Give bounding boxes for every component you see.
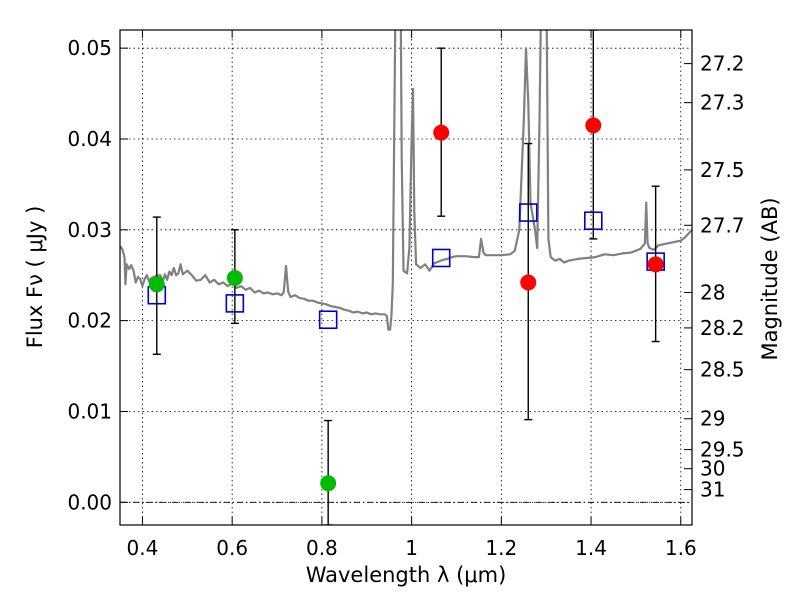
tick-labels: 0.4 0.6 0.8 1 1.2 1.4 1.6 0.00 0.01 0.02 0.03 0.04 0… (67, 36, 744, 560)
model-spectrum-line (120, 30, 692, 331)
observed-flux-point (148, 276, 165, 293)
y-tick-label: 0.05 (67, 36, 112, 60)
observed-flux-point (226, 269, 243, 286)
synthetic-flux-square (225, 294, 245, 313)
y2-tick-label: 28.2 (700, 316, 745, 340)
y2-tick-label: 27.3 (700, 91, 745, 115)
y2-tick-label: 30 (700, 457, 725, 481)
axis-ticks (120, 30, 692, 525)
x-tick-label: 0.4 (127, 536, 159, 560)
observed-flux-point (647, 256, 664, 273)
x-axis-label: Wavelength λ (μm) (306, 563, 507, 587)
plot-frame (119, 29, 693, 526)
synthetic-flux-square (318, 310, 338, 330)
y2-tick-label: 28.5 (700, 358, 745, 382)
x-tick-label: 0.6 (216, 536, 248, 560)
x-tick-label: 1.2 (485, 536, 517, 560)
y2-tick-label: 28 (700, 280, 725, 304)
y2-tick-label: 27.5 (700, 158, 745, 182)
observed-flux-point (320, 475, 337, 492)
y-tick-label: 0.01 (67, 399, 112, 423)
synthetic-flux-square (584, 211, 603, 231)
y2-tick-label: 27.7 (700, 213, 745, 237)
observed-flux-point (520, 274, 537, 291)
model-spectrum-layer (120, 30, 692, 331)
y2-tick-label: 29 (700, 407, 725, 431)
synthetic-flux-square (518, 203, 538, 222)
x-tick-label: 1 (405, 536, 418, 560)
x-tick-label: 0.8 (306, 536, 338, 560)
x-tick-label: 1.6 (665, 536, 697, 560)
y-tick-label: 0.03 (67, 218, 112, 242)
y-axis-label: Flux Fν ( μJy ) (23, 206, 47, 349)
data-markers-layer (147, 30, 665, 525)
synthetic-flux-square (431, 248, 451, 268)
y-tick-label: 0.04 (67, 127, 112, 151)
observed-flux-point (585, 117, 602, 134)
y-tick-label: 0.02 (67, 309, 112, 333)
y-tick-label: 0.00 (67, 490, 112, 514)
y2-tick-label: 29.5 (700, 438, 745, 462)
y2-tick-label: 31 (700, 478, 725, 502)
y2-tick-label: 27.2 (700, 52, 745, 76)
y2-axis-label: Magnitude (AB) (758, 197, 782, 360)
x-tick-label: 1.4 (575, 536, 607, 560)
observed-flux-point (433, 124, 450, 141)
